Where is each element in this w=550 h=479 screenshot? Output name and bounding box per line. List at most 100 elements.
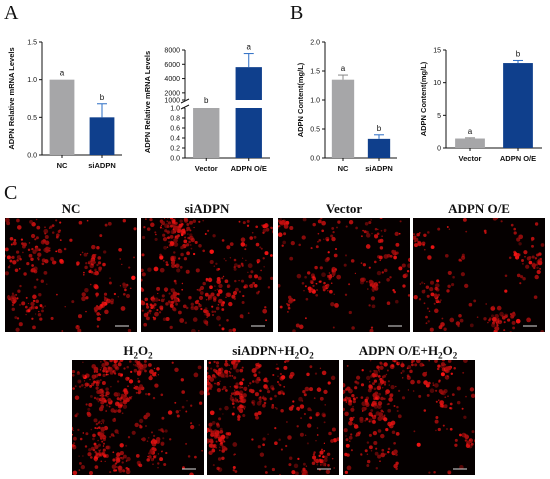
cell-spot (39, 304, 43, 308)
chart3-bar (455, 138, 485, 148)
cell-spot (438, 389, 443, 394)
cell-spot (368, 304, 371, 307)
cell-spot (119, 258, 121, 260)
cell-spot (94, 450, 97, 454)
cell-spot (461, 255, 466, 260)
cell-spot (150, 306, 154, 310)
cell-spot (366, 464, 370, 467)
cell-spot (496, 305, 502, 311)
cell-spot (29, 220, 33, 224)
chart3-category-label: Vector (459, 154, 482, 163)
cell-spot (262, 257, 265, 260)
cell-spot (215, 361, 220, 365)
cell-spot (313, 278, 316, 281)
cell-spot (304, 317, 307, 320)
cell-spot (438, 379, 441, 382)
cell-spot (173, 238, 178, 243)
cell-spot (288, 456, 293, 460)
cell-spot (313, 397, 316, 399)
cell-spot (226, 284, 231, 288)
cell-spot (373, 404, 378, 409)
cell-spot (285, 220, 290, 225)
cell-spot (233, 297, 236, 300)
cell-spot (27, 302, 30, 305)
cell-spot (37, 312, 42, 317)
cell-spot (103, 360, 107, 363)
cell-spot (92, 253, 96, 258)
cell-spot (122, 404, 128, 409)
cell-spot (513, 231, 517, 235)
cell-spot (212, 443, 217, 448)
cell-spot (327, 275, 329, 277)
cell-spot (99, 369, 102, 371)
cell-spot (93, 396, 97, 400)
cell-spot (470, 393, 475, 399)
cell-spot (5, 271, 10, 276)
cell-spot (510, 316, 512, 318)
chart2-ytick-label: 1.5 (310, 69, 320, 76)
cell-spot (216, 381, 221, 386)
cell-spot (312, 222, 316, 227)
cell-spot (176, 268, 181, 273)
cell-spot (333, 253, 338, 258)
cell-spot (232, 328, 237, 332)
cell-spot (380, 396, 384, 401)
cell-spot (332, 326, 335, 329)
chart0-ytick-label: 1.5 (27, 40, 37, 47)
cell-spot (360, 235, 363, 238)
cell-spot (214, 289, 216, 292)
chart1-ytick-label: 1000 (164, 98, 180, 105)
cell-spot (496, 324, 499, 327)
cell-spot (393, 449, 398, 454)
chart0-significance-letter: b (100, 93, 105, 102)
cell-spot (348, 435, 353, 440)
cell-spot (216, 388, 221, 393)
cell-spot (387, 408, 392, 413)
cell-spot (105, 445, 110, 450)
cell-spot (82, 361, 84, 363)
cell-spot (103, 250, 107, 254)
cell-spot (232, 469, 235, 472)
cell-spot (232, 465, 236, 470)
cell-spot (423, 380, 428, 385)
cell-spot (81, 296, 86, 302)
cell-spot (409, 369, 413, 374)
cell-spot (382, 387, 384, 389)
cell-spot (143, 226, 146, 229)
cell-spot (418, 298, 422, 301)
cell-spot (362, 229, 364, 232)
cell-spot (165, 316, 170, 322)
cell-spot (204, 232, 207, 236)
cell-spot (238, 279, 240, 282)
chart2-category-label: siADPN (365, 164, 393, 173)
cell-spot (98, 268, 102, 272)
chart1-ytick-label: 0.2 (170, 146, 180, 153)
image-title-adpn-oe: ADPN O/E (448, 201, 510, 216)
cell-spot (74, 385, 77, 388)
cell-spot (303, 393, 307, 397)
cell-spot (294, 471, 299, 475)
cell-spot (232, 290, 238, 296)
cell-spot (430, 245, 435, 250)
cell-spot (157, 292, 159, 295)
cell-spot (228, 328, 233, 332)
cell-spot (196, 289, 199, 291)
cell-spot (444, 396, 447, 399)
cell-spot (166, 237, 168, 239)
cell-spot (370, 449, 373, 452)
cell-spot (247, 312, 250, 314)
cell-spot (114, 365, 118, 369)
cell-spot (144, 297, 149, 302)
cell-spot (365, 230, 369, 234)
cell-spot (315, 293, 319, 297)
cell-spot (153, 367, 156, 370)
cell-spot (160, 428, 164, 432)
cell-spot (126, 365, 129, 369)
cell-spot (99, 234, 103, 238)
cell-spot (211, 430, 216, 436)
cell-spot (343, 263, 347, 267)
cell-spot (304, 434, 307, 436)
cell-spot (525, 264, 530, 269)
cell-spot (186, 226, 191, 231)
cell-spot (208, 393, 211, 395)
